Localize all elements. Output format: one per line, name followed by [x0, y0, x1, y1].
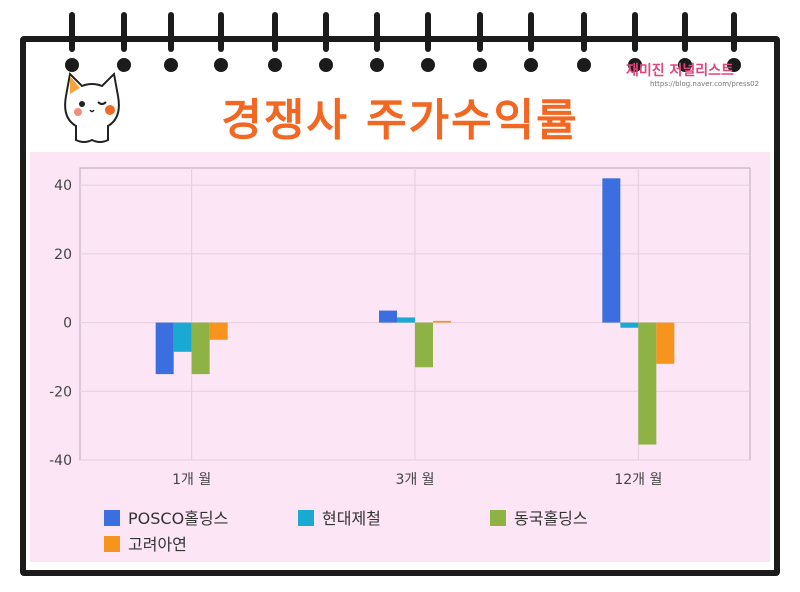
legend-label: 고려아연 — [128, 535, 187, 554]
bar — [602, 178, 621, 323]
bar — [433, 320, 451, 323]
legend-label: POSCO홀딩스 — [128, 509, 228, 528]
bar — [379, 310, 397, 323]
bar — [415, 322, 433, 368]
bar-chart: 40 20 0 -20 -40 1개 월 3개 월 12개 월 POSCO홀딩스 현대제철 동국홀딩… — [49, 167, 751, 554]
bar — [638, 322, 657, 445]
legend-swatch — [490, 510, 506, 526]
bar — [173, 322, 192, 352]
brand-url: https://blog.naver.com/press02 — [650, 80, 760, 88]
y-tick-label: -20 — [49, 384, 72, 400]
y-tick-label: 0 — [63, 316, 72, 332]
legend-swatch — [298, 510, 314, 526]
bar — [656, 322, 675, 364]
y-tick-label: 20 — [54, 247, 72, 263]
y-tick-label: -40 — [49, 453, 72, 469]
chart-area: 40 20 0 -20 -40 1개 월 3개 월 12개 월 POSCO홀딩스 현대제철 동국홀딩… — [30, 152, 770, 562]
bar — [620, 322, 639, 328]
legend-swatch — [104, 536, 120, 552]
bar — [209, 322, 228, 340]
legend-label: 동국홀딩스 — [514, 509, 588, 528]
bar — [397, 317, 415, 323]
bar — [191, 322, 210, 375]
x-tick-label: 12개 월 — [614, 472, 662, 488]
legend-label: 현대제철 — [322, 509, 381, 528]
chart-title: 경쟁사 주가수익률 — [221, 95, 579, 146]
x-tick-label: 1개 월 — [172, 472, 211, 488]
bar — [155, 322, 174, 375]
legend-swatch — [104, 510, 120, 526]
x-tick-label: 3개 월 — [395, 472, 434, 488]
y-tick-label: 40 — [54, 178, 72, 194]
cat-mascot-illustration — [64, 71, 120, 143]
brand-logo-text: 재미진 저널리스트 — [626, 63, 734, 79]
